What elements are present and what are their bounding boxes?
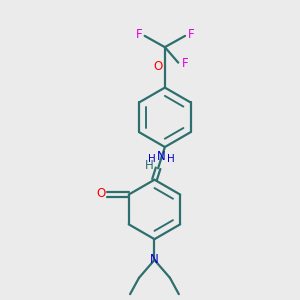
Text: H: H xyxy=(145,159,154,172)
Text: F: F xyxy=(135,28,142,41)
Text: O: O xyxy=(154,60,163,73)
Text: F: F xyxy=(188,28,194,41)
Text: H: H xyxy=(167,154,175,164)
Text: F: F xyxy=(182,57,188,70)
Text: N: N xyxy=(150,254,159,266)
Text: O: O xyxy=(97,188,106,200)
Text: H: H xyxy=(148,154,156,164)
Text: N: N xyxy=(158,150,166,163)
